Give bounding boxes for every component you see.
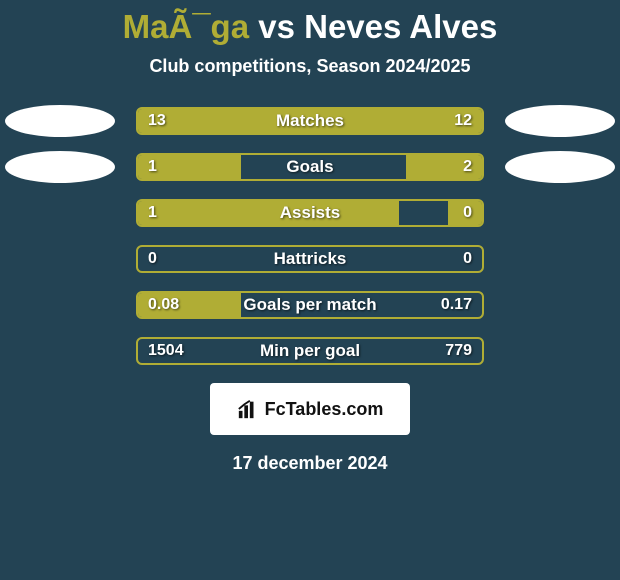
stat-label: Matches (276, 111, 344, 131)
page-title: MaÃ¯ga vs Neves Alves (0, 8, 620, 46)
stat-bar: 1504 779 Min per goal (136, 337, 484, 365)
stat-label: Min per goal (260, 341, 360, 361)
stat-bar: 1 0 Assists (136, 199, 484, 227)
value-left: 1 (148, 204, 157, 222)
value-left: 0 (148, 250, 157, 268)
stat-row: 1 2 Goals (0, 153, 620, 181)
vs-text: vs (249, 8, 304, 45)
stat-bar: 0 0 Hattricks (136, 245, 484, 273)
stat-label: Assists (280, 203, 340, 223)
value-left: 1 (148, 158, 157, 176)
stat-row: 13 12 Matches (0, 107, 620, 135)
stat-bar: 0.08 0.17 Goals per match (136, 291, 484, 319)
right-ellipse (505, 151, 615, 183)
right-ellipse (505, 105, 615, 137)
bars-icon (237, 398, 259, 420)
logo-wrap: FcTables.com (0, 383, 620, 435)
stat-bar: 1 2 Goals (136, 153, 484, 181)
player2-name: Neves Alves (304, 8, 497, 45)
stat-rows: 1312Matches12Goals10Assists00Hattricks0.… (0, 107, 620, 365)
value-right: 0 (463, 204, 472, 222)
stat-bar: 13 12 Matches (136, 107, 484, 135)
date: 17 december 2024 (0, 453, 620, 474)
logo-box: FcTables.com (210, 383, 410, 435)
value-left: 1504 (148, 342, 184, 360)
left-ellipse (5, 151, 115, 183)
value-right: 779 (445, 342, 472, 360)
value-right: 12 (454, 112, 472, 130)
stat-label: Goals per match (243, 295, 376, 315)
comparison-card: MaÃ¯ga vs Neves Alves Club competitions,… (0, 0, 620, 474)
value-right: 0 (463, 250, 472, 268)
stat-row: 1504 779 Min per goal (0, 337, 620, 365)
logo-text: FcTables.com (265, 399, 384, 420)
player1-name: MaÃ¯ga (123, 8, 249, 45)
stat-label: Hattricks (274, 249, 347, 269)
value-right: 0.17 (441, 296, 472, 314)
subtitle: Club competitions, Season 2024/2025 (0, 56, 620, 77)
stat-label: Goals (286, 157, 333, 177)
fill-left (138, 201, 399, 225)
stat-row: 1 0 Assists (0, 199, 620, 227)
value-right: 2 (463, 158, 472, 176)
stat-row: 0.08 0.17 Goals per match (0, 291, 620, 319)
value-left: 0.08 (148, 296, 179, 314)
value-left: 13 (148, 112, 166, 130)
left-ellipse (5, 105, 115, 137)
stat-row: 0 0 Hattricks (0, 245, 620, 273)
